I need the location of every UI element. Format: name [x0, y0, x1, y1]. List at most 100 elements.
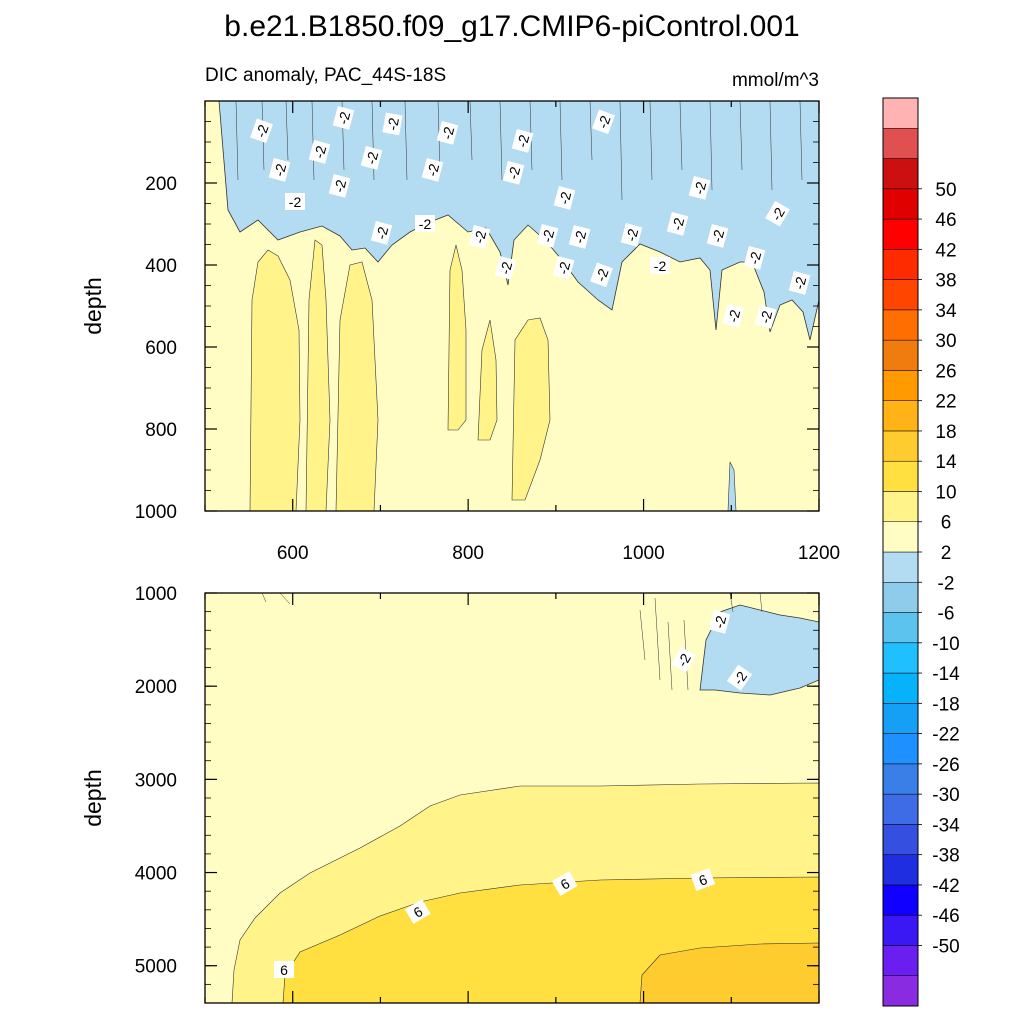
upper-contour-labels: -2 -2 -2 -2 -2 -2 -2 -2 -2 -2 -2 -2 -2 -2 -2 -2 -2 -2 -2 -2… — [250, 106, 811, 329]
y-tick-label: 3000 — [135, 770, 177, 791]
colorbar-tick-label: -34 — [932, 815, 960, 836]
svg-text:-2: -2 — [539, 228, 558, 244]
colorbar-box — [882, 279, 919, 311]
colorbar-tick-label: 18 — [935, 422, 956, 443]
colorbar-tick-label: -50 — [932, 936, 959, 957]
contour-label: -2 — [421, 158, 444, 182]
contour-label: -2 — [285, 193, 305, 210]
svg-text:-2: -2 — [471, 229, 490, 245]
colorbar-box — [882, 97, 919, 129]
colorbar-box — [882, 854, 919, 886]
contour-label: -2 — [552, 256, 575, 280]
colorbar-box — [882, 339, 919, 371]
svg-text:-2: -2 — [757, 309, 776, 325]
contour-label: -2 — [650, 257, 670, 274]
contour-label: -2 — [592, 109, 615, 135]
upper-warm-blob-3 — [335, 261, 379, 511]
x-tick-label: 600 — [277, 543, 309, 564]
colorbar-box — [882, 945, 919, 976]
colorbar-tick-label: -22 — [932, 725, 959, 746]
contour-label: 6 — [274, 961, 294, 978]
colorbar-tick-label: 14 — [935, 452, 957, 473]
colorbar-box — [882, 370, 919, 401]
colorbar-tick-label: 2 — [941, 543, 952, 564]
upper-warm-blob-1 — [249, 249, 301, 511]
colorbar-box — [882, 128, 919, 159]
lower-axes: 1000 2000 3000 4000 5000 — [135, 584, 820, 1004]
colorbar-tick-label: -18 — [932, 694, 959, 715]
svg-text:-2: -2 — [497, 260, 516, 276]
svg-text:-2: -2 — [556, 190, 575, 206]
svg-text:-2: -2 — [331, 178, 350, 194]
colorbar-box — [882, 763, 919, 795]
contour-label: -2 — [511, 129, 534, 153]
svg-text:-2: -2 — [505, 165, 524, 181]
contour-label: -2 — [706, 224, 729, 248]
svg-text:-2: -2 — [623, 227, 642, 243]
colorbar-tick-label: -26 — [932, 755, 959, 776]
contour-label: -2 — [370, 221, 393, 245]
contour-label: -2 — [382, 112, 403, 136]
upper-deep-cold-sliver — [727, 461, 737, 511]
x-tick-label: 1200 — [798, 543, 840, 564]
contour-label: -2 — [765, 200, 790, 227]
colorbar-box — [882, 824, 919, 855]
upper-warm-blob-5 — [477, 319, 498, 441]
svg-text:-2: -2 — [691, 180, 710, 196]
svg-text:-2: -2 — [571, 229, 590, 245]
contour-label: -2 — [415, 215, 435, 232]
colorbar-tick-label: 22 — [935, 392, 956, 413]
svg-text:-2: -2 — [271, 162, 290, 178]
y-tick-label: 600 — [145, 338, 177, 359]
upper-panel: -2 -2 -2 -2 -2 -2 -2 -2 -2 -2 -2 -2 -2 -2 -2 -2 -2 -2 -2 -2… — [80, 100, 840, 564]
contour-label: -2 — [666, 212, 689, 236]
colorbar-tick-label: 26 — [935, 361, 956, 382]
svg-text:-2: -2 — [711, 614, 730, 630]
colorbar-box — [882, 400, 919, 432]
y-tick-label: 2000 — [135, 677, 177, 698]
colorbar-tick-label: 6 — [941, 513, 952, 534]
svg-text:-2: -2 — [424, 162, 443, 178]
y-tick-label: 800 — [145, 420, 177, 441]
colorbar-box — [882, 642, 919, 674]
contour-label: -2 — [726, 664, 753, 691]
contour-label: -2 — [708, 610, 731, 634]
contour-label: -2 — [536, 224, 559, 248]
colorbar-box — [882, 551, 919, 583]
svg-text:6: 6 — [280, 962, 288, 978]
lower-cold-region — [699, 604, 819, 696]
svg-text:-2: -2 — [725, 308, 744, 324]
colorbar-tick-label: -6 — [938, 604, 955, 625]
contour-label: -2 — [494, 256, 517, 280]
colorbar-box — [882, 612, 919, 644]
svg-text:-2: -2 — [335, 110, 354, 126]
chart-title: b.e21.B1850.f09_g17.CMIP6-piControl.001 — [224, 10, 799, 43]
chart-subtitle-left: DIC anomaly, PAC_44S-18S — [205, 65, 446, 86]
lower-y-axis-label: depth — [80, 769, 106, 827]
svg-text:-2: -2 — [592, 266, 611, 283]
upper-warm-blob-6 — [511, 317, 551, 501]
colorbar-box — [882, 975, 919, 1007]
colorbar-box — [882, 672, 919, 704]
svg-text:-2: -2 — [311, 144, 330, 160]
upper-cold-streaks — [235, 101, 803, 201]
colorbar-box — [882, 733, 919, 765]
lower-contour-10-14 — [639, 942, 819, 1003]
y-tick-label: 1000 — [135, 584, 177, 605]
colorbar-box — [882, 914, 919, 946]
svg-text:-2: -2 — [555, 260, 574, 276]
colorbar-box — [882, 703, 919, 734]
colorbar-tick-label: -30 — [932, 785, 959, 806]
contour-label: -2 — [743, 246, 766, 270]
colorbar-tick-label: -14 — [932, 664, 960, 685]
colorbar-tick-label: -10 — [932, 634, 959, 655]
colorbar-tick-label: -46 — [932, 906, 959, 927]
svg-text:-2: -2 — [252, 122, 271, 139]
contour-label: -2 — [360, 146, 383, 170]
chart-units: mmol/m^3 — [732, 70, 819, 91]
svg-text:-2: -2 — [439, 125, 458, 141]
contour-label: 6 — [690, 868, 716, 891]
colorbar-box — [882, 249, 919, 280]
colorbar-tick-label: -2 — [938, 573, 955, 594]
y-tick-label: 5000 — [135, 957, 177, 978]
